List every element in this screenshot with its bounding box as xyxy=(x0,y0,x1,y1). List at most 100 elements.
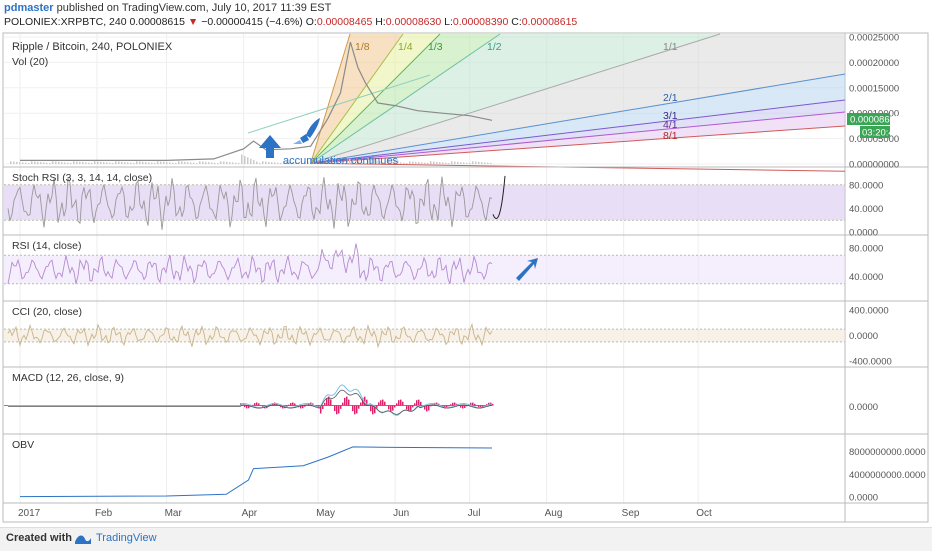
countdown-tag-text: 03:20:42 xyxy=(862,128,899,139)
x-tick-label: Feb xyxy=(95,508,113,519)
x-tick-label: Aug xyxy=(545,508,563,519)
volume-bar xyxy=(256,162,258,164)
indicator-tick-label: 40.0000 xyxy=(849,272,883,283)
volume-bar xyxy=(103,162,105,164)
indicator-tick-label: 0.0000 xyxy=(849,331,878,342)
macd-histogram-bar xyxy=(400,400,402,406)
volume-bar xyxy=(169,162,171,164)
macd-histogram-bar xyxy=(398,400,400,405)
x-tick-label: Jul xyxy=(468,508,481,519)
volume-bar xyxy=(136,161,138,164)
macd-histogram-bar xyxy=(290,403,292,405)
volume-bar xyxy=(184,162,186,164)
volume-bar xyxy=(244,156,246,164)
macd-histogram-bar xyxy=(342,403,344,406)
macd-histogram-bar xyxy=(464,406,466,408)
indicator-title: RSI (14, close) xyxy=(12,240,81,252)
volume-bar xyxy=(466,163,468,164)
gann-fan-label: 1/1 xyxy=(663,41,678,53)
macd-histogram-bar xyxy=(292,403,294,406)
volume-bar xyxy=(463,162,465,164)
volume-bar xyxy=(427,163,429,164)
price-tick-label: 0.00015000 xyxy=(849,83,899,94)
volume-bar xyxy=(271,162,273,164)
volume-bar xyxy=(253,160,255,164)
volume-bar xyxy=(424,163,426,164)
volume-bar xyxy=(73,161,75,164)
volume-bar xyxy=(79,162,81,164)
volume-bar xyxy=(115,161,117,164)
tradingview-link[interactable]: TradingView xyxy=(96,532,157,544)
volume-bar xyxy=(223,162,225,164)
volume-bar xyxy=(217,163,219,164)
volume-bar xyxy=(409,161,411,164)
volume-bar xyxy=(445,163,447,164)
macd-histogram-bar xyxy=(474,404,476,406)
triangle-down-icon: ▼ xyxy=(188,16,198,28)
volume-bar xyxy=(259,163,261,164)
annotation-text: accumulation continues xyxy=(283,155,398,167)
gann-fan-label: 2/1 xyxy=(663,92,678,104)
symbol-label: POLONIEX:XRPBTC, 240 xyxy=(4,16,127,28)
volume-bar xyxy=(403,163,405,164)
volume-bar xyxy=(10,161,12,164)
macd-histogram-bar xyxy=(426,406,428,412)
indicator-tick-label: 80.0000 xyxy=(849,244,883,255)
volume-bar xyxy=(406,163,408,164)
volume-bar xyxy=(241,154,243,164)
volume-bar xyxy=(472,161,474,164)
x-tick-label: Jun xyxy=(393,508,409,519)
volume-bar xyxy=(199,161,201,164)
indicator-tick-label: 0.0000 xyxy=(849,228,878,239)
volume-bar xyxy=(139,162,141,164)
symbol-line: POLONIEX:XRPBTC, 240 0.00008615 ▼ −0.000… xyxy=(4,16,577,28)
volume-bar xyxy=(457,162,459,164)
volume-bar xyxy=(232,162,234,164)
macd-histogram-bar xyxy=(258,403,260,405)
volume-bar xyxy=(34,162,36,164)
volume-bar xyxy=(121,162,123,164)
volume-bar xyxy=(451,161,453,164)
created-with-text: Created with xyxy=(6,532,72,544)
volume-bar xyxy=(76,162,78,164)
volume-bar xyxy=(226,162,228,164)
macd-histogram-bar xyxy=(372,406,374,415)
x-tick-label: Mar xyxy=(165,508,183,519)
volume-bar xyxy=(265,162,267,164)
macd-histogram-bar xyxy=(402,402,404,406)
volume-bar xyxy=(478,162,480,164)
volume-bar xyxy=(160,162,162,164)
volume-bar xyxy=(151,163,153,164)
price-tick-label: 0.00025000 xyxy=(849,33,899,44)
macd-histogram-bar xyxy=(380,400,382,405)
indicator-title: Stoch RSI (3, 3, 14, 14, close) xyxy=(12,172,152,184)
indicator-tick-label: -400.0000 xyxy=(849,356,892,367)
volume-bar xyxy=(91,163,93,164)
high-value: 0.00008630 xyxy=(386,16,441,28)
username-link[interactable]: pdmaster xyxy=(4,2,54,14)
macd-histogram-bar xyxy=(336,406,338,415)
macd-histogram-bar xyxy=(406,406,408,410)
macd-histogram-bar xyxy=(294,403,296,405)
volume-bar xyxy=(172,163,174,164)
volume-bar xyxy=(19,162,21,164)
volume-bar xyxy=(118,162,120,164)
volume-label: Vol (20) xyxy=(12,56,48,68)
volume-bar xyxy=(46,163,48,164)
indicator-tick-label: 40.0000 xyxy=(849,204,883,215)
macd-histogram-bar xyxy=(348,400,350,406)
volume-bar xyxy=(400,162,402,164)
volume-bar xyxy=(52,161,54,164)
macd-histogram-bar xyxy=(450,404,452,405)
macd-histogram-bar xyxy=(340,406,342,409)
high-label: H: xyxy=(375,16,386,28)
volume-bar xyxy=(25,163,27,164)
volume-bar xyxy=(454,162,456,164)
low-value: 0.00008390 xyxy=(453,16,508,28)
gann-fan-label: 8/1 xyxy=(663,130,678,142)
macd-histogram-bar xyxy=(330,399,332,405)
volume-bar xyxy=(196,163,198,164)
indicator-tick-label: 80.0000 xyxy=(849,180,883,191)
indicator-title: OBV xyxy=(12,439,34,451)
